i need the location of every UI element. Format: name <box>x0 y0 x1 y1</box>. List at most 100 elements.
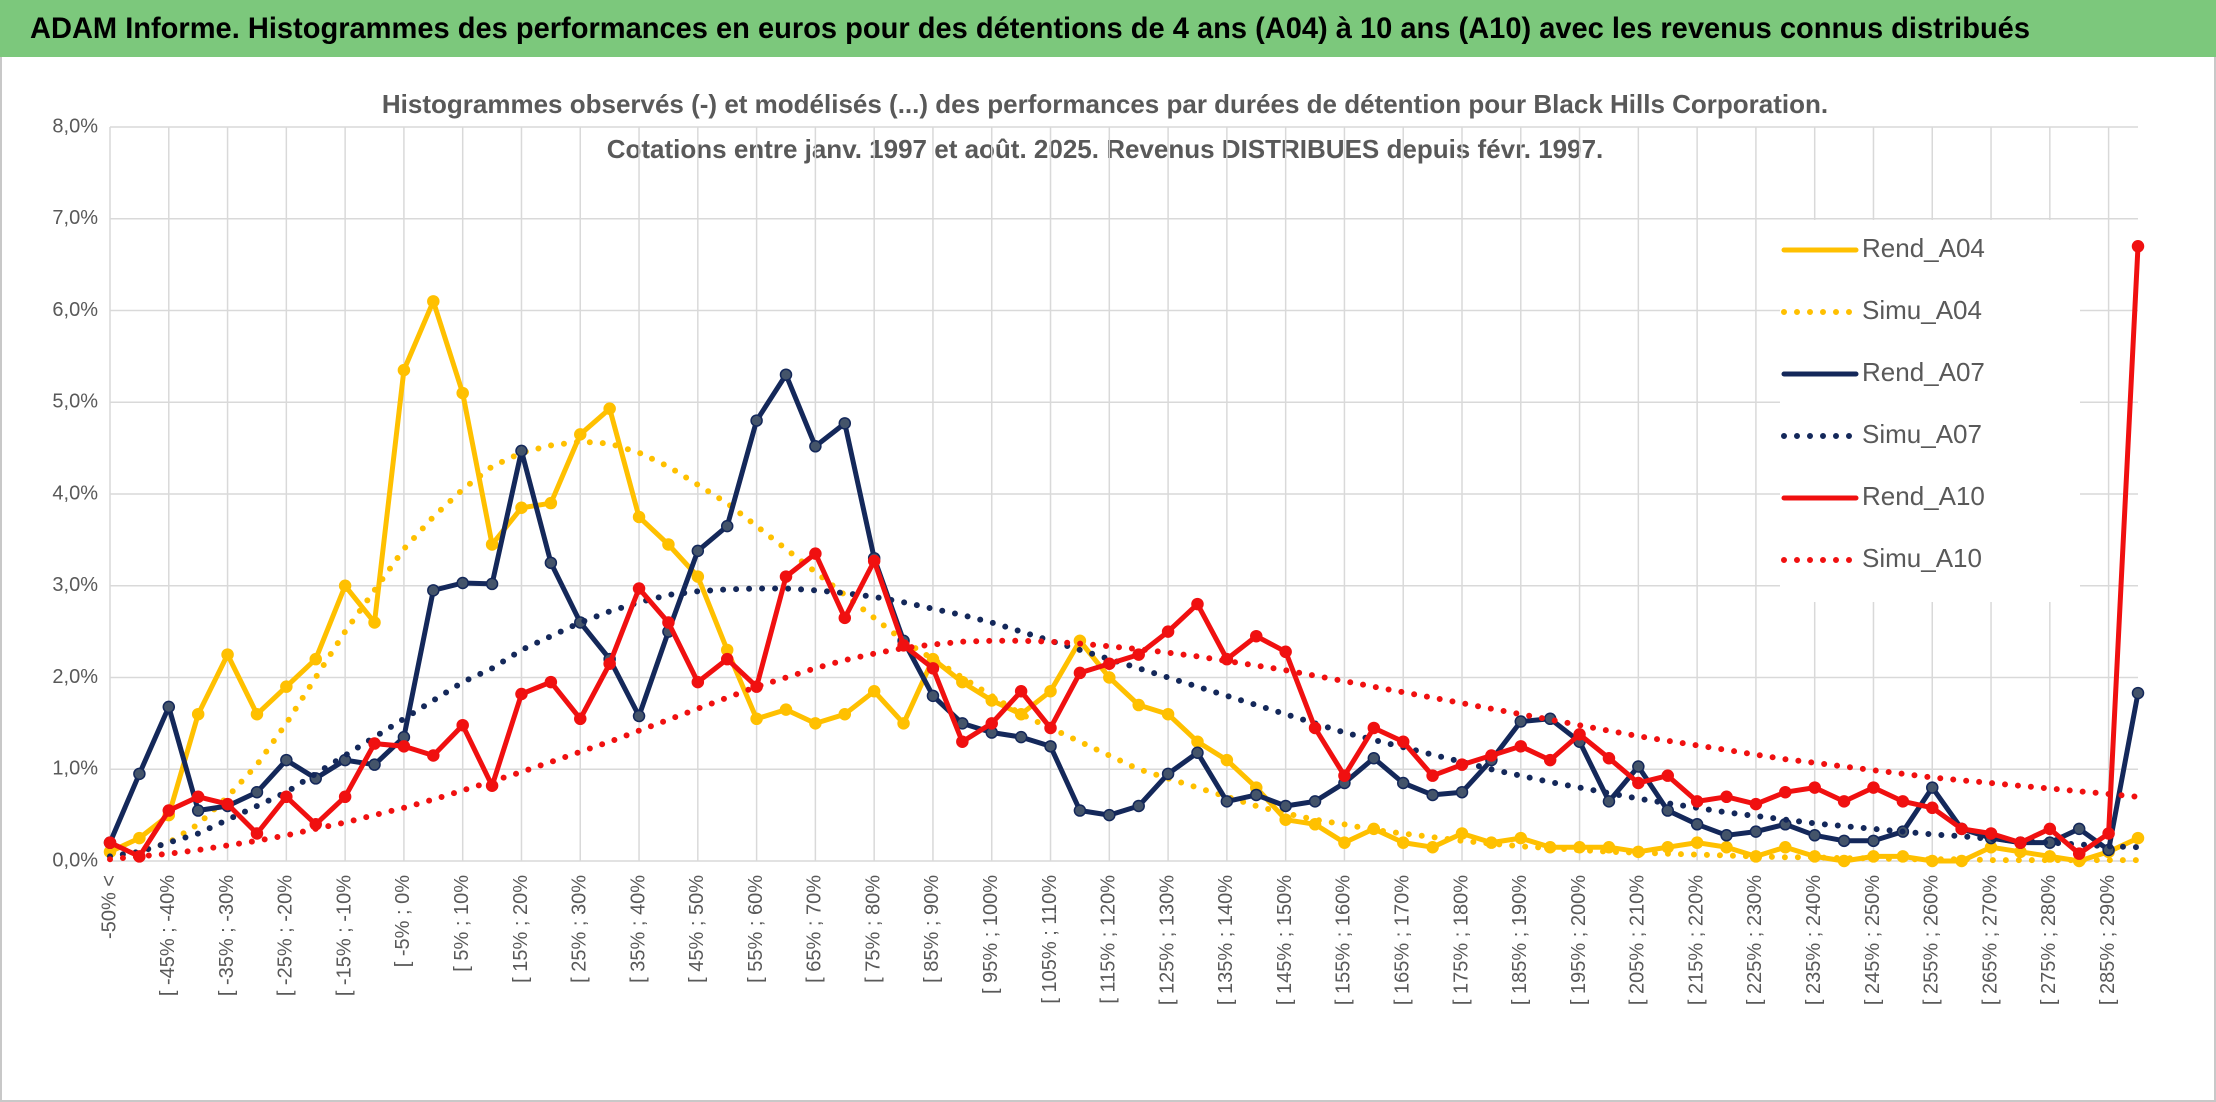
header-bar <box>0 0 2216 57</box>
legend-label: Simu_A04 <box>1862 295 1982 325</box>
point <box>720 519 734 533</box>
point <box>280 753 293 767</box>
point <box>956 735 969 748</box>
point <box>1690 795 1704 808</box>
point <box>1543 753 1557 767</box>
point <box>397 740 411 753</box>
point <box>1984 827 1998 840</box>
legend-box <box>1780 220 2080 602</box>
chart-subtitle: Cotations entre janv. 1997 et août. 2025… <box>607 134 1604 164</box>
x-tick-label: [ -25% ; -20% <box>275 875 297 996</box>
point <box>1132 698 1145 712</box>
point <box>632 582 646 595</box>
series-line <box>107 372 2141 853</box>
point <box>926 662 940 675</box>
point <box>485 577 499 591</box>
x-tick-label: [ 55% ; 60% <box>745 875 767 983</box>
point <box>1602 751 1616 765</box>
point <box>515 501 528 515</box>
point <box>368 616 381 629</box>
point <box>1250 788 1263 802</box>
x-tick-label: [ 115% ; 120% <box>1098 875 1120 1004</box>
point <box>250 827 264 840</box>
point <box>427 584 440 597</box>
point <box>691 675 705 689</box>
point <box>691 570 705 583</box>
point <box>1808 829 1821 842</box>
point <box>221 648 234 661</box>
point <box>1661 804 1674 817</box>
x-tick-label: [ 105% ; 110% <box>1039 875 1061 1004</box>
point <box>750 712 763 726</box>
x-tick-label: [ 155% ; 160% <box>1333 875 1355 1005</box>
point <box>1867 781 1880 794</box>
y-tick-label: 1,0% <box>52 758 98 780</box>
point <box>397 363 411 377</box>
point <box>1426 840 1439 854</box>
y-tick-label: 0,0% <box>52 849 98 871</box>
point <box>1396 836 1410 849</box>
x-tick-label: [ 135% ; 140% <box>1215 875 1237 1005</box>
point <box>2131 686 2145 700</box>
x-tick-label: [ -35% ; -30% <box>216 875 238 996</box>
point <box>1720 790 1733 804</box>
point <box>338 579 352 592</box>
point <box>1014 730 1028 744</box>
point <box>1426 769 1439 782</box>
point <box>1367 751 1381 765</box>
legend-label: Simu_A07 <box>1862 419 1982 449</box>
point <box>2072 847 2086 860</box>
point <box>1837 795 1851 808</box>
point <box>1279 645 1292 659</box>
point <box>1161 767 1175 781</box>
point <box>691 544 705 558</box>
point <box>1602 795 1616 808</box>
x-tick-label: [ 165% ; 170% <box>1391 875 1413 1005</box>
legend-label: Rend_A07 <box>1862 357 1985 387</box>
x-tick-label: [ 175% ; 180% <box>1450 875 1472 1005</box>
point <box>1250 629 1263 643</box>
point <box>309 652 322 666</box>
point <box>1191 746 1204 759</box>
point <box>1602 840 1616 854</box>
x-tick-label: -50% < <box>98 875 120 939</box>
y-tick-label: 8,0% <box>52 115 98 137</box>
x-tick-label: [ 195% ; 200% <box>1568 875 1590 1005</box>
point <box>632 510 646 524</box>
point <box>897 717 910 730</box>
point <box>1308 795 1322 808</box>
point <box>809 440 822 453</box>
point <box>485 538 499 551</box>
point <box>1396 735 1410 748</box>
legend-label: Simu_A10 <box>1862 543 1982 573</box>
point <box>838 707 852 721</box>
point <box>662 538 675 551</box>
x-tick-label: [ 225% ; 230% <box>1744 875 1766 1005</box>
point <box>1044 721 1057 735</box>
point <box>1426 788 1439 802</box>
point <box>250 707 264 721</box>
point <box>1837 834 1851 848</box>
point <box>1514 740 1528 753</box>
point <box>544 556 558 570</box>
point <box>544 675 558 689</box>
point <box>191 804 205 817</box>
point <box>574 428 587 441</box>
point <box>603 402 616 415</box>
point <box>1485 749 1498 762</box>
y-tick-label: 3,0% <box>52 574 98 596</box>
point <box>1338 769 1351 782</box>
y-tick-label: 2,0% <box>52 666 98 688</box>
x-tick-label: [ 245% ; 250% <box>1862 875 1884 1005</box>
point <box>1632 760 1645 773</box>
point <box>1749 825 1763 838</box>
point <box>1926 801 1939 815</box>
point <box>1779 785 1792 799</box>
point <box>515 687 528 701</box>
point <box>1808 781 1821 794</box>
y-tick-label: 6,0% <box>52 299 98 321</box>
point <box>1161 707 1175 721</box>
point <box>1367 721 1381 735</box>
point <box>838 417 852 430</box>
